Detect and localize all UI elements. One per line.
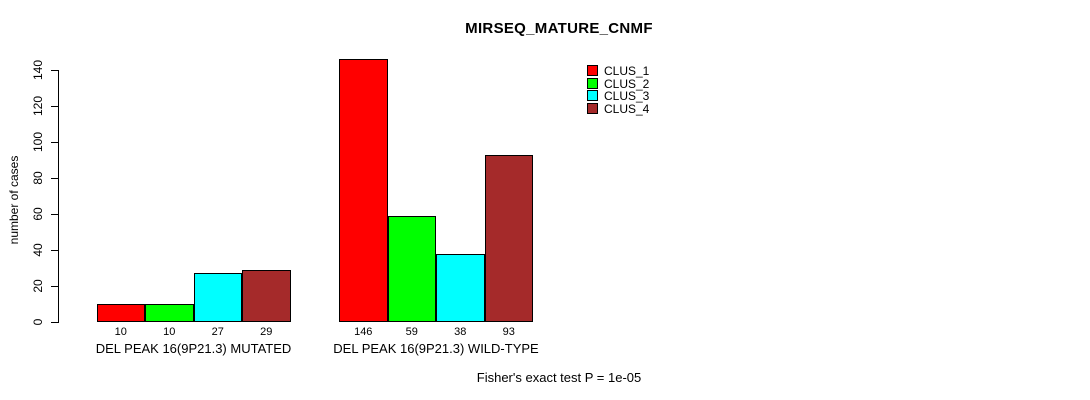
- legend-swatch-clus_1: [587, 65, 598, 76]
- y-axis-tick-label: 100: [31, 131, 45, 153]
- y-axis-tick: [51, 286, 58, 287]
- bar-value-label: 146: [354, 326, 373, 338]
- y-axis-tick-label: 80: [31, 171, 45, 185]
- bar-clus_2-group1: [145, 304, 194, 322]
- legend-label: CLUS_3: [604, 89, 650, 104]
- y-axis-tick: [51, 250, 58, 251]
- legend-swatch-clus_3: [587, 90, 598, 102]
- bar-clus_4-group1: [242, 269, 291, 322]
- legend-label: CLUS_1: [604, 64, 650, 78]
- y-axis-tick-label: 120: [31, 95, 45, 117]
- bar-value-label: 38: [454, 326, 467, 338]
- y-axis-tick-label: 0: [31, 318, 45, 326]
- fisher-test-note: Fisher's exact test P = 1e-05: [476, 370, 642, 385]
- bar-value-label: 10: [114, 326, 127, 338]
- bar-value-label: 93: [502, 326, 515, 338]
- bar-clus_4-group2: [484, 154, 533, 322]
- bar-value-label: 27: [211, 326, 224, 338]
- bar-value-label: 59: [405, 326, 418, 338]
- y-axis-tick: [51, 178, 58, 179]
- y-axis-tick: [51, 70, 58, 71]
- y-axis-tick: [51, 106, 58, 107]
- y-axis-line: [58, 70, 59, 323]
- x-group-label: DEL PEAK 16(9P21.3) MUTATED: [95, 341, 292, 356]
- bar-value-label: 29: [260, 326, 273, 338]
- legend-label: CLUS_4: [604, 102, 650, 117]
- legend-swatch-clus_4: [587, 103, 598, 115]
- y-axis-tick-label: 40: [31, 243, 45, 257]
- bar-value-label: 10: [163, 326, 176, 338]
- y-axis-tick-label: 140: [31, 59, 45, 81]
- y-axis-tick: [51, 322, 58, 323]
- y-axis-tick-label: 60: [31, 207, 45, 221]
- legend-label: CLUS_2: [604, 76, 650, 91]
- bar-clus_1-group2: [339, 59, 388, 322]
- y-axis-tick-label: 20: [31, 279, 45, 293]
- bar-clus_2-group2: [387, 215, 436, 322]
- y-axis-label: number of cases: [7, 155, 21, 245]
- bar-clus_3-group1: [193, 273, 242, 322]
- bar-clus_3-group2: [436, 253, 485, 322]
- x-group-label: DEL PEAK 16(9P21.3) WILD-TYPE: [333, 341, 539, 356]
- y-axis-tick: [51, 214, 58, 215]
- legend-swatch-clus_2: [587, 77, 598, 89]
- y-axis-tick: [51, 142, 58, 143]
- chart-title: MIRSEQ_MATURE_CNMF: [465, 20, 653, 37]
- bar-clus_1-group1: [96, 304, 145, 322]
